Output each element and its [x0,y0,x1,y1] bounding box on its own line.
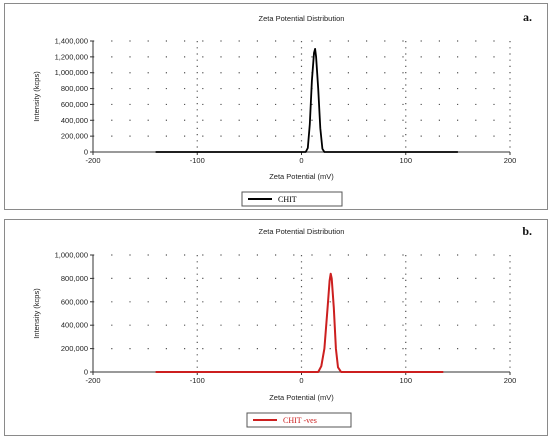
chart-a-xlabel: Zeta Potential (mV) [269,172,334,181]
chart-a-ytick-label-0: 0 [84,148,88,157]
chart-a-xtick-label-0: -200 [85,156,100,165]
chart-panel-a: Zeta Potential Distribution a. 0 200,000 400… [4,3,548,210]
chart-a-legend-label-0: CHIT [278,195,297,204]
chart-b-ytick-label-0: 0 [84,368,88,377]
chart-a-series-line-0 [155,48,458,153]
chart-b-xlabel: Zeta Potential (mV) [269,393,334,402]
chart-a-legend-box [241,191,343,207]
chart-b-ytick-label-5: 1,000,000 [55,251,88,260]
chart-a-ylabel: Intensity (kcps) [32,71,41,122]
chart-b-series-line-0 [155,272,444,373]
chart-b-ytick-label-1: 200,000 [61,344,88,353]
chart-a-xtick-label-4: 200 [504,156,517,165]
chart-a-ytick-label-4: 800,000 [61,84,88,93]
chart-b-panel-label: b. [522,224,532,238]
chart-a-title: Zeta Potential Distribution [259,14,345,23]
chart-b-ytick-label-3: 600,000 [61,297,88,306]
chart-b-xtick-label-0: -200 [85,376,100,385]
chart-a-xtick-label-2: 0 [299,156,303,165]
chart-b-xtick-label-4: 200 [504,376,517,385]
chart-a-ytick-label-3: 600,000 [61,100,88,109]
chart-b-ytick-label-2: 400,000 [61,321,88,330]
chart-a-xtick-label-3: 100 [399,156,412,165]
chart-a-ytick-label-1: 200,000 [61,132,88,141]
chart-a-ytick-label-2: 400,000 [61,116,88,125]
chart-b-xtick-label-1: -100 [190,376,205,385]
chart-panel-b: Zeta Potential Distribution b. 0 200,000 400… [4,219,548,436]
chart-b-ylabel: Intensity (kcps) [32,288,41,339]
chart-a-xtick-label-1: -100 [190,156,205,165]
chart-b-svg: Zeta Potential Distribution b. 0 200,000 400… [32,224,532,428]
chart-b-legend-box [246,412,352,428]
chart-b-ytick-label-4: 800,000 [61,274,88,283]
chart-a-svg: Zeta Potential Distribution a. 0 200,000 400… [32,10,532,207]
chart-b-xtick-label-3: 100 [399,376,412,385]
chart-b-title: Zeta Potential Distribution [259,227,345,236]
chart-a-panel-label: a. [523,10,532,24]
chart-a-ytick-label-6: 1,200,000 [55,52,88,61]
chart-a-ytick-label-7: 1,400,000 [55,37,88,46]
chart-b-legend-label-0: CHIT -ves [283,416,317,425]
chart-b-xtick-label-2: 0 [299,376,303,385]
chart-a-ytick-label-5: 1,000,000 [55,68,88,77]
